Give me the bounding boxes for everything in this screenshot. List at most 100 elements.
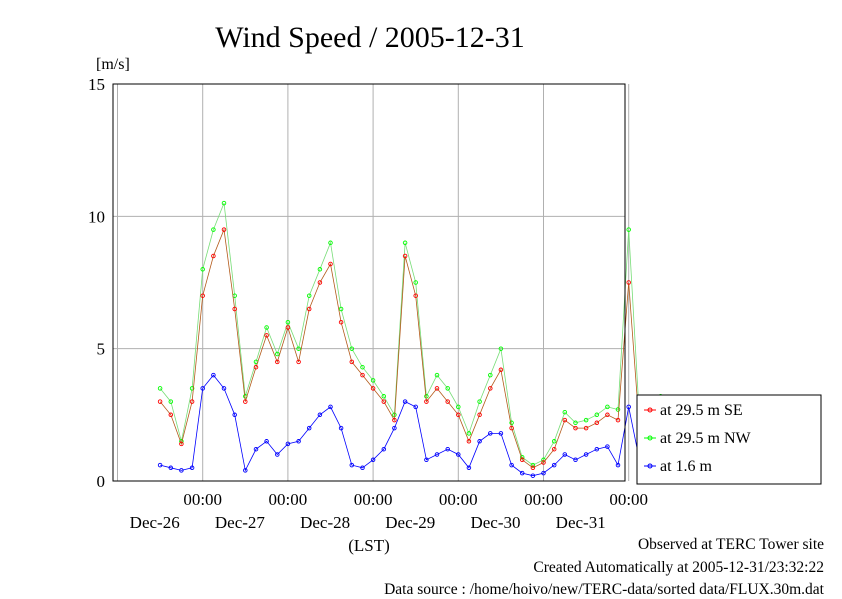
data-point xyxy=(232,412,237,418)
data-point xyxy=(466,439,472,444)
data-point xyxy=(338,306,344,312)
footer-created: Created Automatically at 2005-12-31/23:3… xyxy=(533,559,824,576)
data-point xyxy=(488,372,493,378)
data-point xyxy=(615,417,621,423)
x-tick-time-label: 00:00 xyxy=(439,490,478,509)
data-point xyxy=(626,280,631,285)
data-point xyxy=(541,460,546,465)
data-point xyxy=(402,240,408,246)
data-point xyxy=(413,293,418,298)
data-point xyxy=(328,261,333,267)
x-tick-time-label: 00:00 xyxy=(354,490,393,509)
legend-item: at 29.5 m SE xyxy=(644,402,743,419)
data-point xyxy=(413,280,418,285)
data-point xyxy=(594,420,600,426)
data-point xyxy=(243,468,248,473)
data-point xyxy=(370,378,376,383)
data-point xyxy=(275,452,280,457)
data-point xyxy=(477,412,482,418)
data-point xyxy=(477,439,482,444)
data-point xyxy=(562,452,568,457)
data-point xyxy=(253,364,259,370)
data-point xyxy=(157,399,163,404)
data-point xyxy=(434,386,440,391)
data-point xyxy=(573,425,578,431)
data-point xyxy=(509,420,514,426)
data-point xyxy=(488,386,493,391)
data-point xyxy=(498,367,504,373)
legend-box xyxy=(636,394,822,485)
legend-label: at 29.5 m SE xyxy=(660,402,743,419)
data-point xyxy=(168,465,174,471)
data-point xyxy=(232,306,237,312)
data-point xyxy=(211,253,216,259)
data-point xyxy=(285,319,291,325)
series-line xyxy=(159,202,713,466)
series-line xyxy=(160,374,713,477)
data-point xyxy=(200,293,205,298)
data-point xyxy=(466,465,472,471)
data-point xyxy=(296,359,301,365)
data-point xyxy=(594,412,600,418)
data-point xyxy=(317,280,323,285)
data-point xyxy=(360,364,365,370)
data-point xyxy=(381,446,387,452)
data-point xyxy=(338,319,344,325)
data-point xyxy=(519,470,525,476)
data-point xyxy=(275,359,280,365)
data-point xyxy=(306,306,312,312)
x-tick-day-label: Dec-29 xyxy=(385,513,435,532)
grid-lines xyxy=(113,84,630,481)
data-point xyxy=(179,441,184,447)
data-point xyxy=(615,407,621,412)
legend-marker xyxy=(647,407,653,413)
data-point xyxy=(509,425,514,431)
data-point xyxy=(530,465,536,471)
legend-marker xyxy=(647,435,653,441)
y-tick-label: 0 xyxy=(97,472,106,491)
data-point xyxy=(519,457,525,463)
data-point xyxy=(264,439,269,444)
series-1 xyxy=(157,200,715,468)
y-axis-unit-label: [m/s] xyxy=(96,56,130,73)
data-point xyxy=(157,386,163,391)
data-point xyxy=(477,399,482,404)
data-point xyxy=(392,425,397,431)
data-point xyxy=(275,351,280,357)
data-point xyxy=(221,227,227,232)
legend-label: at 1.6 m xyxy=(660,458,713,475)
data-point xyxy=(626,404,631,410)
data-point xyxy=(392,417,397,423)
data-point xyxy=(328,404,333,410)
data-point xyxy=(381,394,387,399)
data-point xyxy=(594,446,600,452)
legend-marker xyxy=(647,463,653,469)
data-point xyxy=(189,386,195,391)
data-point xyxy=(179,468,184,473)
footer-data-source: Data source : /home/hoivo/new/TERC-data/… xyxy=(384,581,824,598)
data-point xyxy=(466,431,472,436)
data-point xyxy=(424,399,429,404)
data-point xyxy=(424,457,429,463)
plot-frame xyxy=(112,83,626,482)
data-point xyxy=(211,227,216,232)
x-axis-title: (LST) xyxy=(348,536,390,555)
y-tick-label: 10 xyxy=(88,207,105,226)
data-point xyxy=(211,372,216,378)
footer-observed: Observed at TERC Tower site xyxy=(637,536,824,553)
data-point xyxy=(562,409,568,415)
data-point xyxy=(349,462,355,468)
data-point xyxy=(264,333,269,338)
data-point xyxy=(445,386,450,391)
data-point xyxy=(551,439,557,444)
data-point xyxy=(456,452,461,457)
data-point xyxy=(200,267,205,272)
y-tick-label: 5 xyxy=(97,340,106,359)
data-point xyxy=(317,412,323,418)
x-axis-ticks: 00:00Dec-2600:00Dec-2700:00Dec-2800:00De… xyxy=(130,490,648,532)
data-point xyxy=(583,417,589,423)
data-point xyxy=(456,412,461,418)
data-point xyxy=(434,452,440,457)
data-point xyxy=(189,465,195,471)
